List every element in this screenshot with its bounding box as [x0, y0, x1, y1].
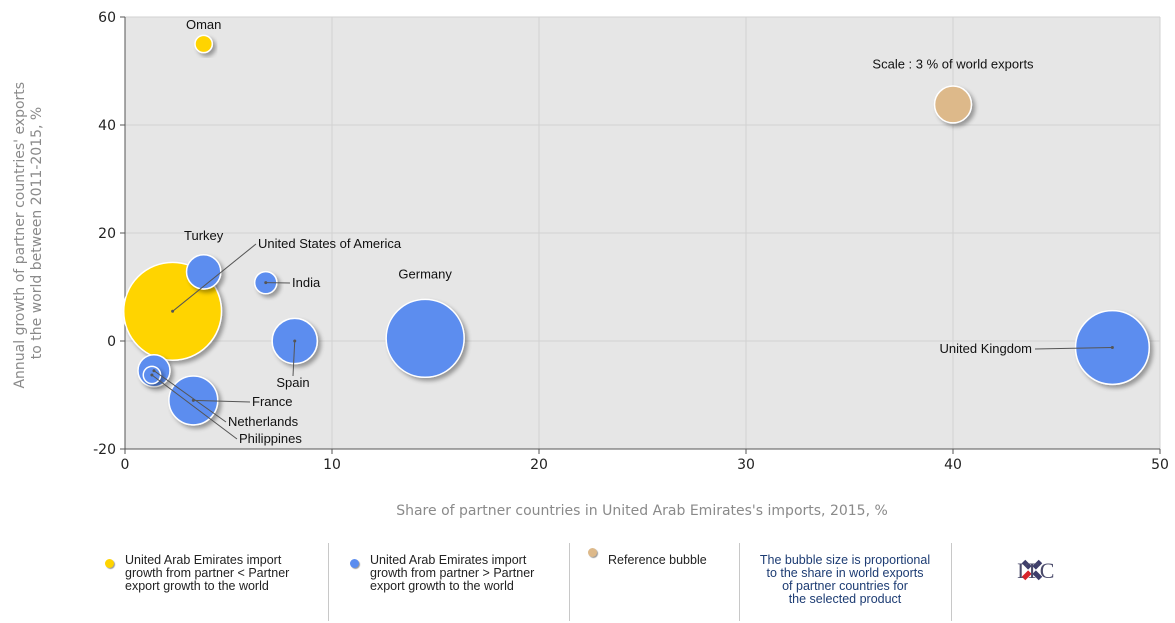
label-anchor-dot: [293, 339, 297, 343]
legend-note: The bubble size is proportional to the s…: [740, 543, 950, 623]
y-tick-label: 60: [98, 10, 116, 26]
legend-blue-line-2: growth from partner > Partner: [370, 566, 535, 580]
y-axis-title: Annual growth of partner countries' expo…: [12, 77, 45, 388]
legend-note-line-1: The bubble size is proportional: [759, 553, 931, 567]
bubble-label-germany: Germany: [398, 266, 452, 281]
bubble-turkey: [185, 253, 222, 290]
bubble-labels: United States of America Germany United Ki…: [150, 17, 1114, 446]
legend: United Arab Emirates import growth from …: [85, 543, 965, 623]
label-leader-line: [153, 370, 227, 423]
label-anchor-dot: [264, 281, 268, 285]
legend-yellow-line-3: export growth to the world: [125, 579, 269, 593]
bubble-label-united-states-of-america: United States of America: [258, 236, 402, 251]
label-leader-line: [151, 374, 238, 440]
label-leader-line: [292, 340, 296, 377]
label-leader-line: [193, 399, 251, 403]
legend-note-line-3: of partner countries for: [782, 579, 908, 593]
legend-item-reference: Reference bubble: [580, 543, 740, 623]
itc-logo-icon: [1021, 559, 1043, 581]
bubble-germany: [385, 298, 465, 379]
legend-yellow-line-2: growth from partner < Partner: [125, 566, 290, 580]
tan-bubble-icon: [588, 548, 597, 557]
legend-blue-line-1: United Arab Emirates import: [370, 553, 527, 567]
x-tick-label: 30: [737, 457, 755, 473]
label-anchor-dot: [150, 373, 154, 377]
bubble-label-scale-3-of-world-exports: Scale : 3 % of world exports: [872, 56, 1034, 71]
y-axis-title-line-2: to the world between 2011-2015, %: [29, 107, 45, 359]
legend-blue-line-3: export growth to the world: [370, 579, 514, 593]
label-leader-line: [172, 243, 257, 312]
bubble-label-france: France: [252, 394, 292, 409]
bubble-circle: [933, 85, 973, 124]
legend-reference-label: Reference bubble: [608, 553, 707, 567]
x-tick-label: 40: [944, 457, 962, 473]
legend-note-line-4: the selected product: [788, 592, 902, 606]
bubble-chart: 0 10 20 30 40 50 -20 0 20 40 60 United States of A…: [12, 10, 1169, 519]
legend-yellow-line-1: United Arab Emirates import: [125, 553, 282, 567]
bubble-label-philippines: Philippines: [239, 431, 302, 446]
legend-divider: [951, 543, 952, 621]
y-tick-label: 0: [107, 334, 116, 350]
legend-divider: [328, 543, 329, 621]
label-anchor-dot: [171, 309, 175, 313]
legend-note-line-2: to the share in world exports: [766, 566, 924, 580]
bubble-oman: [194, 34, 214, 54]
bubble-scale-3-of-world-exports: [933, 85, 973, 124]
yellow-bubble-icon: [105, 559, 114, 568]
bubble-circle: [385, 298, 465, 379]
legend-item-blue: United Arab Emirates import growth from …: [340, 543, 570, 623]
bubble-label-spain: Spain: [276, 375, 309, 390]
y-axis-title-line-1: Annual growth of partner countries' expo…: [12, 82, 28, 389]
legend-divider: [569, 543, 570, 621]
label-anchor-dot: [152, 369, 156, 373]
bubble-label-oman: Oman: [186, 17, 221, 32]
blue-bubble-icon: [350, 559, 359, 568]
bubble-label-united-kingdom: United Kingdom: [940, 341, 1033, 356]
y-tick-label: -20: [93, 442, 116, 458]
x-tick-label: 10: [323, 457, 341, 473]
legend-divider: [739, 543, 740, 621]
x-axis-title: Share of partner countries in United Ara…: [396, 503, 888, 519]
label-leader-line: [1034, 346, 1113, 350]
x-tick-label: 0: [121, 457, 130, 473]
y-tick-label: 40: [98, 118, 116, 134]
bubble-circle: [194, 34, 214, 54]
bubble-label-netherlands: Netherlands: [228, 414, 299, 429]
axes: 0 10 20 30 40 50 -20 0 20 40 60: [93, 10, 1169, 473]
bubble-label-turkey: Turkey: [184, 228, 224, 243]
legend-item-yellow: United Arab Emirates import growth from …: [85, 543, 325, 623]
label-anchor-dot: [1110, 345, 1114, 349]
x-tick-label: 50: [1151, 457, 1169, 473]
bubble-label-india: India: [292, 275, 321, 290]
y-tick-label: 20: [98, 226, 116, 242]
x-tick-label: 20: [530, 457, 548, 473]
itc-logo-text: ITC: [1017, 558, 1056, 583]
bubble-circle: [185, 253, 222, 290]
